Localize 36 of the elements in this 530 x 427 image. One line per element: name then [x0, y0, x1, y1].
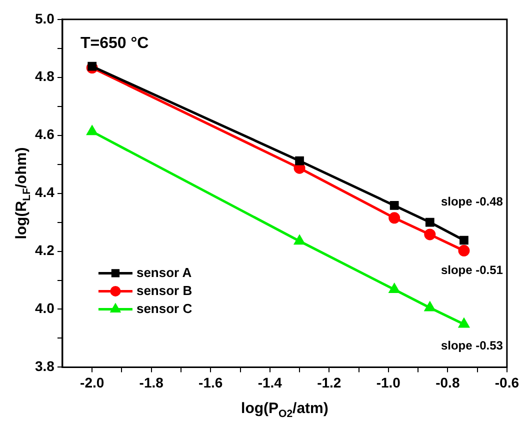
y-axis-title: log(RLF/ohm) [13, 147, 34, 240]
x-tick-label: -0.8 [436, 374, 460, 390]
y-tick-label: 4.6 [34, 126, 55, 142]
point [88, 62, 97, 71]
point [86, 126, 98, 136]
x-tick-label: -1.2 [317, 374, 342, 390]
annotation: slope -0.53 [440, 338, 504, 353]
legend-label: sensor C [136, 300, 193, 316]
x-tick-label: -1.6 [198, 374, 223, 390]
point [460, 236, 468, 245]
y-tick-label: 4.2 [34, 242, 55, 258]
point [425, 218, 434, 227]
point [424, 302, 436, 312]
annotation: T=650 °C [80, 34, 150, 52]
point [295, 156, 304, 166]
point [294, 235, 305, 245]
x-tick-label: -1.0 [376, 374, 401, 390]
point [388, 212, 400, 224]
point [424, 228, 436, 240]
legend-label: sensor A [136, 264, 192, 280]
legend-label: sensor B [136, 282, 192, 298]
annotation: slope -0.51 [440, 263, 504, 277]
x-tick-label: -2.0 [80, 374, 104, 390]
y-tick-label: 4.8 [34, 68, 55, 84]
point [458, 244, 470, 256]
x-tick-label: -1.4 [258, 374, 282, 390]
y-tick-label: 5.0 [34, 10, 55, 26]
y-tick-label: 4.0 [34, 300, 55, 316]
y-tick-label: 4.4 [34, 184, 55, 200]
point [458, 318, 470, 328]
point [390, 201, 399, 210]
point [389, 284, 400, 294]
x-tick-label: -1.8 [139, 374, 164, 390]
x-tick-label: -0.6 [494, 374, 520, 390]
annotation: slope -0.48 [440, 194, 504, 209]
y-tick-label: 3.8 [34, 358, 55, 374]
